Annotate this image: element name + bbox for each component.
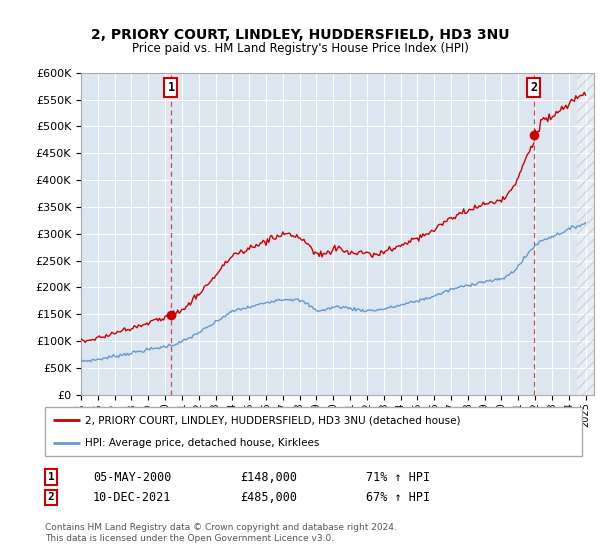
Text: 05-MAY-2000: 05-MAY-2000 bbox=[93, 470, 172, 484]
Text: 10-DEC-2021: 10-DEC-2021 bbox=[93, 491, 172, 504]
Text: 1: 1 bbox=[167, 81, 175, 94]
Text: 2, PRIORY COURT, LINDLEY, HUDDERSFIELD, HD3 3NU: 2, PRIORY COURT, LINDLEY, HUDDERSFIELD, … bbox=[91, 28, 509, 42]
Text: Contains HM Land Registry data © Crown copyright and database right 2024.
This d: Contains HM Land Registry data © Crown c… bbox=[45, 524, 397, 543]
Text: Price paid vs. HM Land Registry's House Price Index (HPI): Price paid vs. HM Land Registry's House … bbox=[131, 42, 469, 55]
Text: £148,000: £148,000 bbox=[240, 470, 297, 484]
Text: 2: 2 bbox=[47, 492, 55, 502]
Text: HPI: Average price, detached house, Kirklees: HPI: Average price, detached house, Kirk… bbox=[85, 438, 320, 448]
Text: 1: 1 bbox=[47, 472, 55, 482]
Text: 67% ↑ HPI: 67% ↑ HPI bbox=[366, 491, 430, 504]
Text: £485,000: £485,000 bbox=[240, 491, 297, 504]
FancyBboxPatch shape bbox=[45, 407, 582, 456]
Text: 2: 2 bbox=[530, 81, 538, 94]
Text: 71% ↑ HPI: 71% ↑ HPI bbox=[366, 470, 430, 484]
Text: 2, PRIORY COURT, LINDLEY, HUDDERSFIELD, HD3 3NU (detached house): 2, PRIORY COURT, LINDLEY, HUDDERSFIELD, … bbox=[85, 416, 461, 426]
